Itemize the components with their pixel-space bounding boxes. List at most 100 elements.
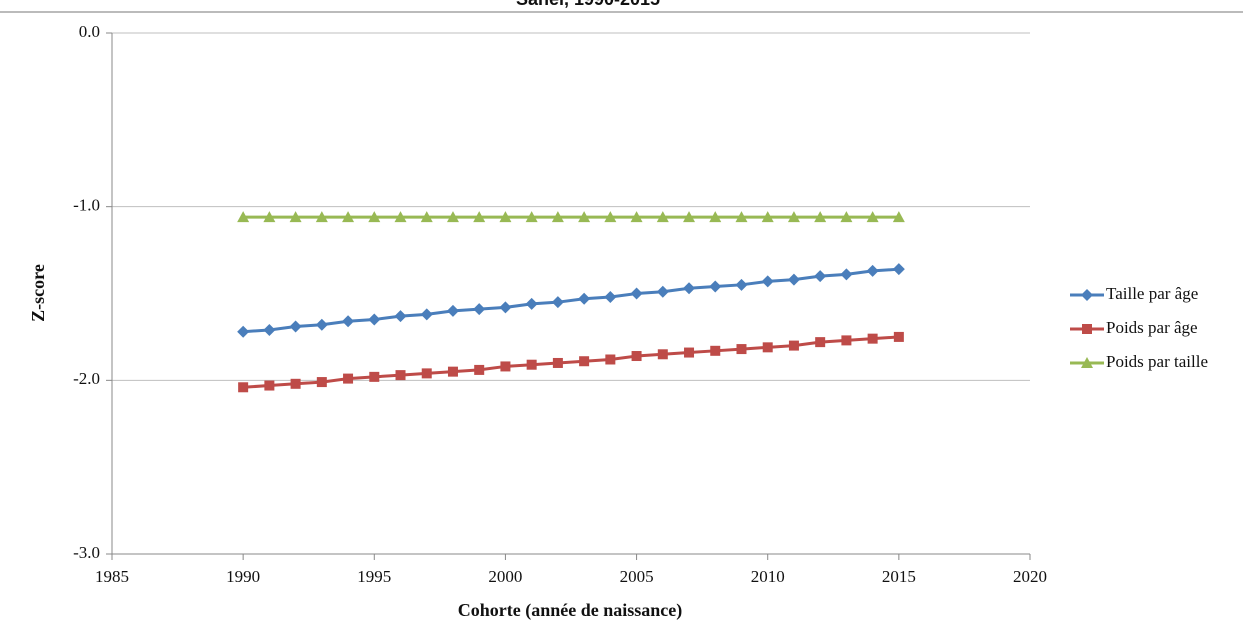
marker: [473, 303, 486, 316]
marker: [683, 282, 696, 295]
marker: [264, 380, 275, 391]
marker: [630, 211, 643, 223]
marker: [342, 315, 355, 328]
marker: [630, 287, 643, 300]
marker: [315, 318, 328, 331]
marker: [369, 371, 380, 382]
marker: [761, 275, 774, 288]
x-tick-label: 1995: [357, 567, 391, 586]
marker: [263, 211, 276, 223]
legend-marker: [1081, 357, 1093, 368]
x-axis-title: Cohorte (année de naissance): [458, 600, 682, 621]
series-line: [243, 267, 899, 334]
x-tick-label: 1990: [226, 567, 260, 586]
marker: [263, 323, 276, 336]
marker: [814, 211, 827, 223]
marker: [525, 297, 538, 310]
marker: [579, 356, 590, 367]
marker: [289, 211, 302, 223]
marker: [709, 280, 722, 293]
marker: [787, 211, 800, 223]
marker: [761, 211, 774, 223]
marker: [866, 264, 879, 277]
marker: [893, 331, 904, 342]
marker: [867, 333, 878, 344]
marker: [735, 278, 748, 291]
marker: [787, 273, 800, 286]
marker: [474, 364, 485, 375]
series-line: [243, 335, 899, 389]
marker: [631, 351, 642, 362]
marker: [656, 285, 669, 298]
y-tick-label: -1.0: [73, 196, 100, 215]
marker: [551, 211, 564, 223]
legend-marker: [1082, 324, 1092, 334]
marker: [315, 211, 328, 223]
marker: [762, 342, 773, 353]
y-axis-title: Z-score: [28, 264, 48, 322]
marker: [238, 382, 249, 393]
marker: [657, 349, 668, 360]
marker: [892, 211, 905, 223]
marker: [446, 304, 459, 317]
legend-label: Poids par taille: [1106, 352, 1208, 371]
marker: [840, 268, 853, 281]
marker: [684, 347, 695, 358]
marker: [473, 211, 486, 223]
chart-title: Sahel, 1990-2015: [516, 0, 660, 9]
marker: [525, 211, 538, 223]
marker: [710, 345, 721, 356]
marker: [394, 211, 407, 223]
marker: [840, 211, 853, 223]
marker: [552, 357, 563, 368]
marker: [814, 270, 827, 283]
marker: [289, 320, 302, 333]
marker: [815, 337, 826, 348]
marker: [343, 373, 354, 384]
marker: [395, 370, 406, 381]
marker: [866, 211, 879, 223]
marker: [526, 359, 537, 370]
marker: [605, 354, 616, 365]
marker: [342, 211, 355, 223]
marker: [578, 211, 591, 223]
marker: [237, 211, 250, 223]
legend-label: Poids par âge: [1106, 318, 1198, 337]
marker: [316, 377, 327, 388]
marker: [368, 313, 381, 326]
x-tick-label: 2000: [488, 567, 522, 586]
marker: [499, 301, 512, 314]
x-tick-label: 2005: [620, 567, 654, 586]
y-tick-label: -2.0: [73, 369, 100, 388]
marker: [736, 344, 747, 355]
marker: [604, 290, 617, 303]
legend-label: Taille par âge: [1106, 284, 1198, 303]
y-tick-label: 0.0: [79, 22, 100, 41]
marker: [709, 211, 722, 223]
x-tick-label: 2020: [1013, 567, 1047, 586]
marker: [656, 211, 669, 223]
marker: [237, 325, 250, 338]
marker: [421, 368, 432, 379]
marker: [604, 211, 617, 223]
marker: [420, 211, 433, 223]
y-tick-label: -3.0: [73, 543, 100, 562]
legend-marker: [1081, 289, 1093, 301]
marker: [788, 340, 799, 351]
marker: [290, 378, 301, 389]
marker: [499, 211, 512, 223]
marker: [735, 211, 748, 223]
marker: [420, 308, 433, 321]
marker: [551, 296, 564, 309]
marker: [446, 211, 459, 223]
marker: [841, 335, 852, 346]
x-tick-label: 1985: [95, 567, 129, 586]
marker: [578, 292, 591, 305]
x-tick-label: 2010: [751, 567, 785, 586]
marker: [368, 211, 381, 223]
marker: [683, 211, 696, 223]
marker: [447, 366, 458, 377]
marker: [892, 263, 905, 276]
marker: [500, 361, 511, 372]
